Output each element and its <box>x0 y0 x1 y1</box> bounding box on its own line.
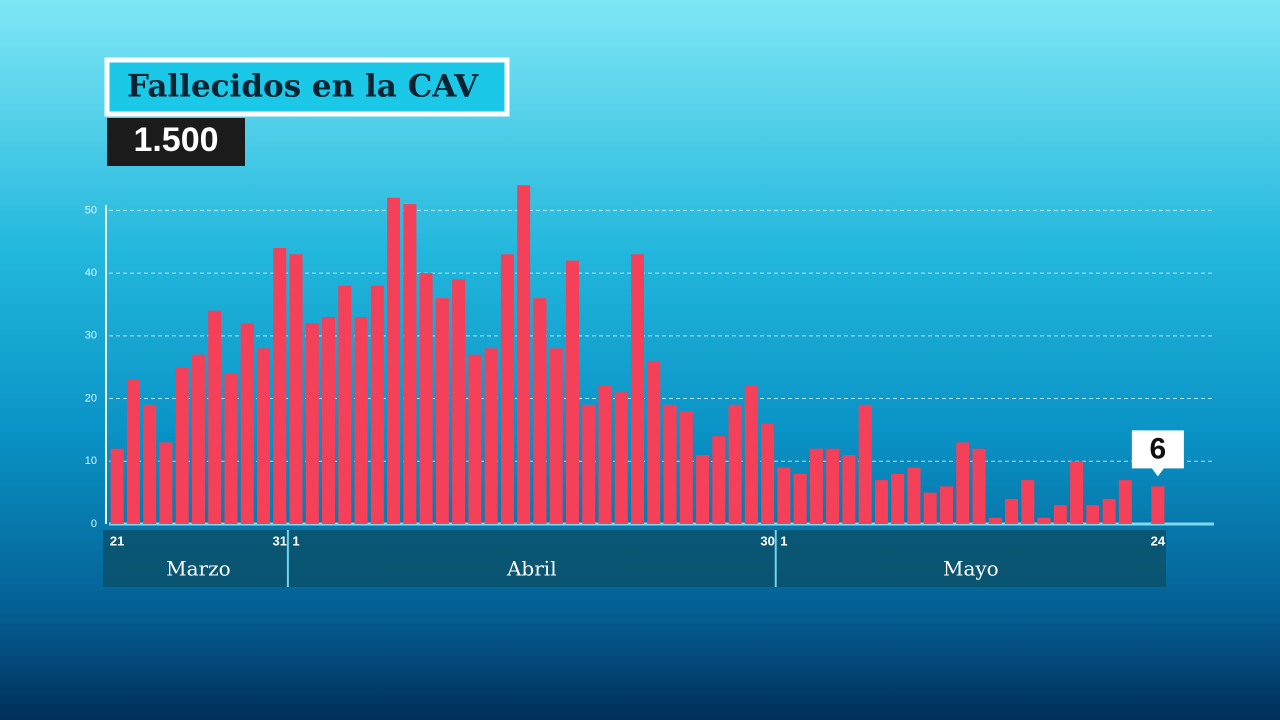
bar <box>517 185 531 525</box>
bar <box>728 404 742 524</box>
bar <box>387 197 401 524</box>
bar <box>956 442 970 524</box>
bar <box>809 448 823 524</box>
bar <box>696 455 710 524</box>
bar <box>1053 505 1067 524</box>
bar <box>712 436 726 524</box>
x-tick-label: 21 <box>110 533 124 548</box>
data-label: 6 <box>1150 432 1167 465</box>
bar <box>452 279 466 524</box>
bar <box>972 448 986 524</box>
group-label: Marzo <box>166 557 231 581</box>
x-tick-label: 1 <box>292 533 299 548</box>
bar <box>1118 480 1132 524</box>
bar <box>419 273 433 524</box>
bar <box>923 492 937 524</box>
bar <box>647 360 661 524</box>
bar <box>988 517 1002 524</box>
bar <box>191 354 205 524</box>
bar <box>549 348 563 524</box>
subtitle-box <box>107 118 245 166</box>
bar <box>256 348 270 524</box>
callout <box>1131 430 1184 477</box>
bar <box>842 455 856 524</box>
y-tick-label: 20 <box>85 392 97 404</box>
bar <box>582 404 596 524</box>
title-box <box>104 57 510 117</box>
bar <box>1086 505 1100 524</box>
bar <box>826 448 840 524</box>
bar <box>793 473 807 524</box>
bar <box>208 310 222 524</box>
x-tick-label: 1 <box>780 533 787 548</box>
bar <box>403 204 417 524</box>
bar <box>338 285 352 524</box>
bar <box>1151 486 1165 524</box>
bar <box>110 448 124 524</box>
bar <box>744 386 758 524</box>
bar <box>663 404 677 524</box>
bar <box>907 467 921 524</box>
y-tick-label: 0 <box>91 518 97 530</box>
y-tick-label: 50 <box>85 204 97 216</box>
group-label: Mayo <box>943 557 999 581</box>
bar <box>614 392 628 524</box>
bar <box>500 254 514 525</box>
bar <box>1102 498 1116 524</box>
bar <box>305 323 319 524</box>
bar <box>322 317 336 524</box>
x-tick-label: 24 <box>1151 533 1166 548</box>
group-label: Abril <box>506 557 557 581</box>
bar <box>777 467 791 524</box>
month-band <box>103 530 1166 587</box>
bar <box>533 298 547 524</box>
bar <box>631 254 644 525</box>
bar <box>289 254 303 525</box>
bar <box>354 317 368 524</box>
chart-subtitle: 1.500 <box>133 121 218 159</box>
bar <box>175 367 189 524</box>
bar <box>891 473 905 524</box>
bar <box>874 480 888 524</box>
bar <box>1005 498 1019 524</box>
bar <box>143 404 157 524</box>
bar <box>126 379 140 524</box>
bar <box>468 354 482 524</box>
bar <box>939 486 953 524</box>
bar <box>1037 517 1051 524</box>
x-tick-label: 31 <box>273 533 287 548</box>
bar <box>1021 480 1035 524</box>
bar <box>435 298 449 524</box>
bar <box>370 285 384 524</box>
bar <box>273 248 287 524</box>
chart-title: Fallecidos en la CAV <box>127 69 479 105</box>
bar <box>761 423 775 524</box>
bar <box>224 373 238 524</box>
bar <box>159 442 173 524</box>
bar <box>679 411 693 524</box>
bar <box>565 260 579 524</box>
y-tick-label: 30 <box>85 330 97 342</box>
bar <box>484 348 498 524</box>
y-tick-label: 10 <box>85 455 97 467</box>
bar <box>858 404 872 524</box>
bar <box>1070 461 1084 524</box>
bar <box>240 323 254 524</box>
y-tick-label: 40 <box>85 267 97 279</box>
x-tick-label: 30 <box>760 533 774 548</box>
bar <box>598 386 612 524</box>
